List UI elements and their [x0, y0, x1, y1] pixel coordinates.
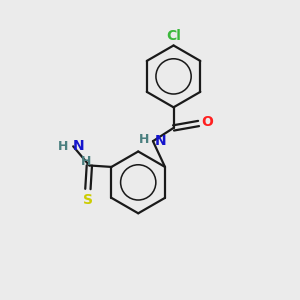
- Text: N: N: [73, 139, 85, 153]
- Text: S: S: [83, 193, 93, 206]
- Text: Cl: Cl: [166, 28, 181, 43]
- Text: N: N: [154, 134, 166, 148]
- Text: H: H: [80, 155, 91, 168]
- Text: H: H: [58, 140, 68, 153]
- Text: H: H: [139, 133, 149, 146]
- Text: O: O: [202, 115, 213, 129]
